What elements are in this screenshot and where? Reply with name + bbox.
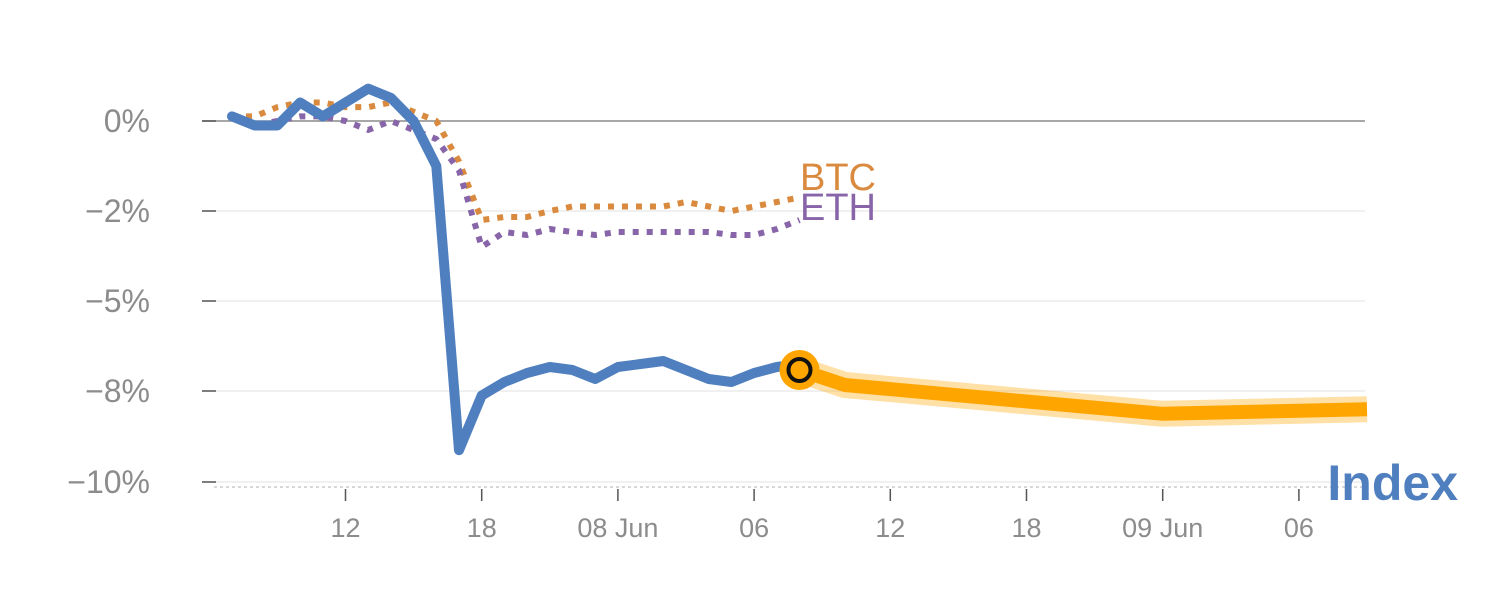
y-tick-label: −5% [85,283,150,319]
eth-line [230,113,801,250]
x-tick-label: 12 [330,513,360,543]
index-forecast-line [797,363,1368,421]
x-tick-label: 09 Jun [1122,513,1203,543]
x-tick-label: 06 [739,513,769,543]
y-tick-label: 0% [104,103,150,139]
btc-line [232,99,801,223]
x-tick-label: 18 [467,513,497,543]
x-tick-label: 18 [1011,513,1041,543]
index-line [227,83,805,456]
index-series-label: Index [1327,455,1458,511]
y-tick-label: −8% [85,373,150,409]
x-axis: 12 18 08 Jun 06 12 18 09 Jun 06 [330,489,1314,543]
y-axis: 0% −2% −5% −8% −10% [67,103,216,500]
current-value-marker [786,357,813,383]
grid-lines [202,120,1365,488]
x-tick-label: 06 [1284,513,1314,543]
eth-series-label: ETH [800,187,876,229]
x-tick-label: 08 Jun [577,513,658,543]
btc-series-label: BTC [800,157,876,199]
series-lines [227,83,1368,456]
x-tick-label: 12 [875,513,905,543]
y-tick-label: −10% [67,464,150,500]
current-value-marker-group [779,350,820,390]
y-tick-label: −2% [85,193,150,229]
